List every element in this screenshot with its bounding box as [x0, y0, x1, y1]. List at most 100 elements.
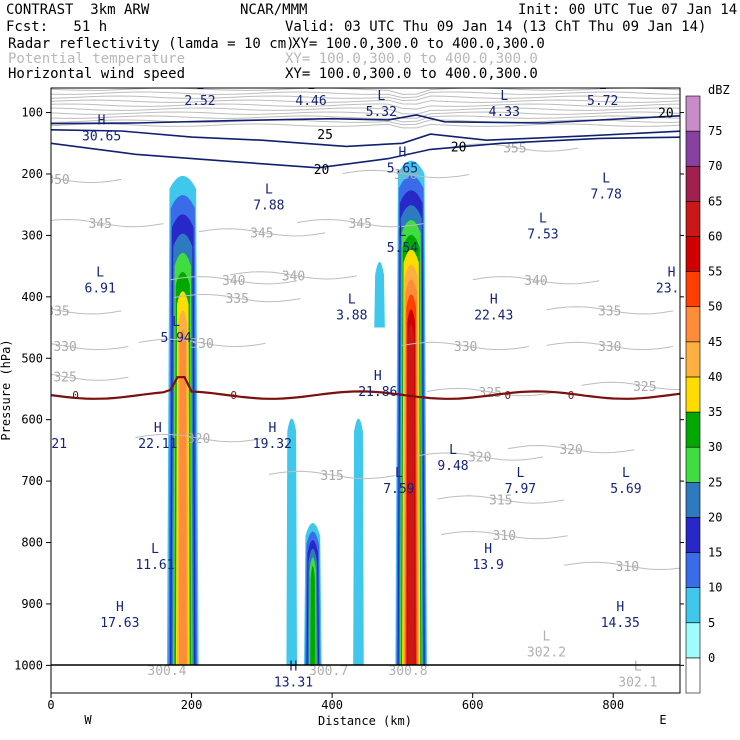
extremum-value: 302.1: [618, 676, 657, 691]
extremum-marker: L: [622, 466, 630, 481]
extremum-marker: L: [449, 443, 457, 458]
colorbar-swatch: [685, 95, 701, 132]
extremum-value: 3.88: [336, 308, 367, 323]
extremum-marker: H: [484, 542, 492, 557]
extremum-value: 30.65: [82, 130, 121, 145]
colorbar-swatch: [685, 657, 701, 694]
y-tick-label: 200: [21, 167, 43, 181]
x-axis-east-label: E: [659, 713, 666, 727]
colorbar-tick-label: 40: [708, 370, 722, 384]
surface-theta-label: 300.4: [147, 664, 186, 679]
extremum-value: 7.53: [527, 227, 558, 242]
extremum-marker: L: [172, 315, 180, 330]
y-tick-label: 700: [21, 474, 43, 488]
extremum-marker: L: [602, 171, 610, 186]
colorbar-tick-label: 65: [708, 194, 722, 208]
extremum-marker: H: [490, 292, 498, 307]
theta-contour-line: [51, 308, 122, 315]
colorbar-tick-label: 60: [708, 229, 722, 243]
extremum-value: 2.52: [184, 94, 215, 109]
y-tick-label: 1000: [14, 658, 43, 672]
colorbar-tick-label: 20: [708, 510, 722, 524]
extremum-value: 11.61: [135, 558, 174, 573]
x-tick-label: 800: [602, 698, 624, 712]
extremum-marker: L: [151, 542, 159, 557]
y-tick-label: 500: [21, 351, 43, 365]
colorbar-swatch: [685, 481, 701, 518]
extremum-value: 19.32: [253, 437, 292, 452]
theta-contour-label: 335: [225, 292, 248, 307]
colorbar-tick-label: 35: [708, 405, 722, 419]
theta-contour-line: [581, 381, 680, 391]
colorbar-swatch: [685, 306, 701, 343]
extremum-marker: H: [398, 146, 406, 161]
theta-contour-line: [173, 293, 301, 303]
extremum-marker: L: [377, 89, 385, 104]
colorbar-swatch: [685, 165, 701, 202]
wind-contour-label: 20: [658, 107, 674, 122]
theta-contour-label: 320: [559, 443, 582, 458]
theta-contour-line: [51, 177, 122, 184]
theta-contour-label: 345: [250, 226, 273, 241]
theta-contour-line: [198, 228, 326, 237]
extremum-marker: H: [154, 421, 162, 436]
x-tick-label: 0: [47, 698, 54, 712]
stratosphere-theta-line: [51, 123, 680, 129]
colorbar: dBZ 0 5 10 15 20 25 30 35 40 45 50 55 60 65 70 75: [685, 83, 730, 694]
field-xy-wind: XY= 100.0,300.0 to 400.0,300.0: [285, 66, 538, 82]
theta-contour-line: [416, 452, 544, 461]
stratosphere-theta-line: [51, 95, 680, 102]
theta-contour-line: [51, 343, 129, 351]
colorbar-tick-label: 30: [708, 440, 722, 454]
theta-contour-label: 320: [468, 451, 491, 466]
y-tick-label: 600: [21, 413, 43, 427]
extremum-marker: H: [616, 600, 624, 615]
y-axis-title: Pressure (hPa): [0, 339, 13, 440]
reflectivity-cells: [166, 160, 427, 666]
theta-contour-label: 320: [187, 432, 210, 447]
surface-theta-label: 300.7: [309, 664, 348, 679]
theta-contour-line: [342, 169, 470, 179]
theta-contour-label: 335: [46, 304, 69, 319]
theta-contour-label: 310: [616, 560, 639, 575]
theta-contour-line: [507, 444, 635, 454]
wind-contour-label: 25: [317, 128, 333, 143]
theta-contour-label: 325: [479, 386, 502, 401]
stratosphere-theta-line: [51, 103, 680, 110]
extremum-value: 6.91: [85, 281, 116, 296]
extremum-value: 5.65: [387, 162, 418, 177]
freezing-level: 0 0 0 0: [51, 375, 680, 402]
theta-contour-line: [230, 271, 357, 280]
plot-frame: [50, 87, 681, 694]
reflectivity-shell: [286, 418, 297, 666]
extremum-marker: L: [634, 660, 642, 675]
extremum-marker: L: [599, 78, 607, 93]
wind-contour-label: 20: [451, 140, 467, 155]
extremum-marker: L: [517, 466, 525, 481]
surface-theta-label: 300.8: [388, 664, 427, 679]
reflectivity-shell: [353, 418, 364, 666]
extremum-value: 5.32: [366, 105, 397, 120]
field-name-wind: Horizontal wind speed: [8, 66, 186, 82]
colorbar-swatch: [685, 446, 701, 483]
extremum-value: 4.33: [489, 105, 520, 120]
theta-contour-label: 350: [394, 168, 417, 183]
extremum-value: 17.63: [100, 616, 139, 631]
theta-contour-line: [51, 373, 129, 381]
theta-contour-line: [441, 530, 568, 540]
extremum-value: 5.69: [610, 482, 641, 497]
extremum-value: 5.94: [160, 331, 191, 346]
extremum-marker: L: [265, 182, 273, 197]
colorbar-tick-label: 5: [708, 616, 715, 630]
theta-contour-line: [51, 218, 164, 228]
theta-contour-line: [138, 338, 266, 348]
x-axis-title: Distance (km): [318, 714, 412, 728]
theta-contour-line: [472, 276, 600, 285]
x-tick-label: 600: [462, 698, 484, 712]
field-name-theta: Potential temperature: [8, 51, 186, 67]
init-time-label: Init: 00 UTC Tue 07 Jan 14: [518, 2, 738, 18]
extremum-marker: H: [116, 600, 124, 615]
